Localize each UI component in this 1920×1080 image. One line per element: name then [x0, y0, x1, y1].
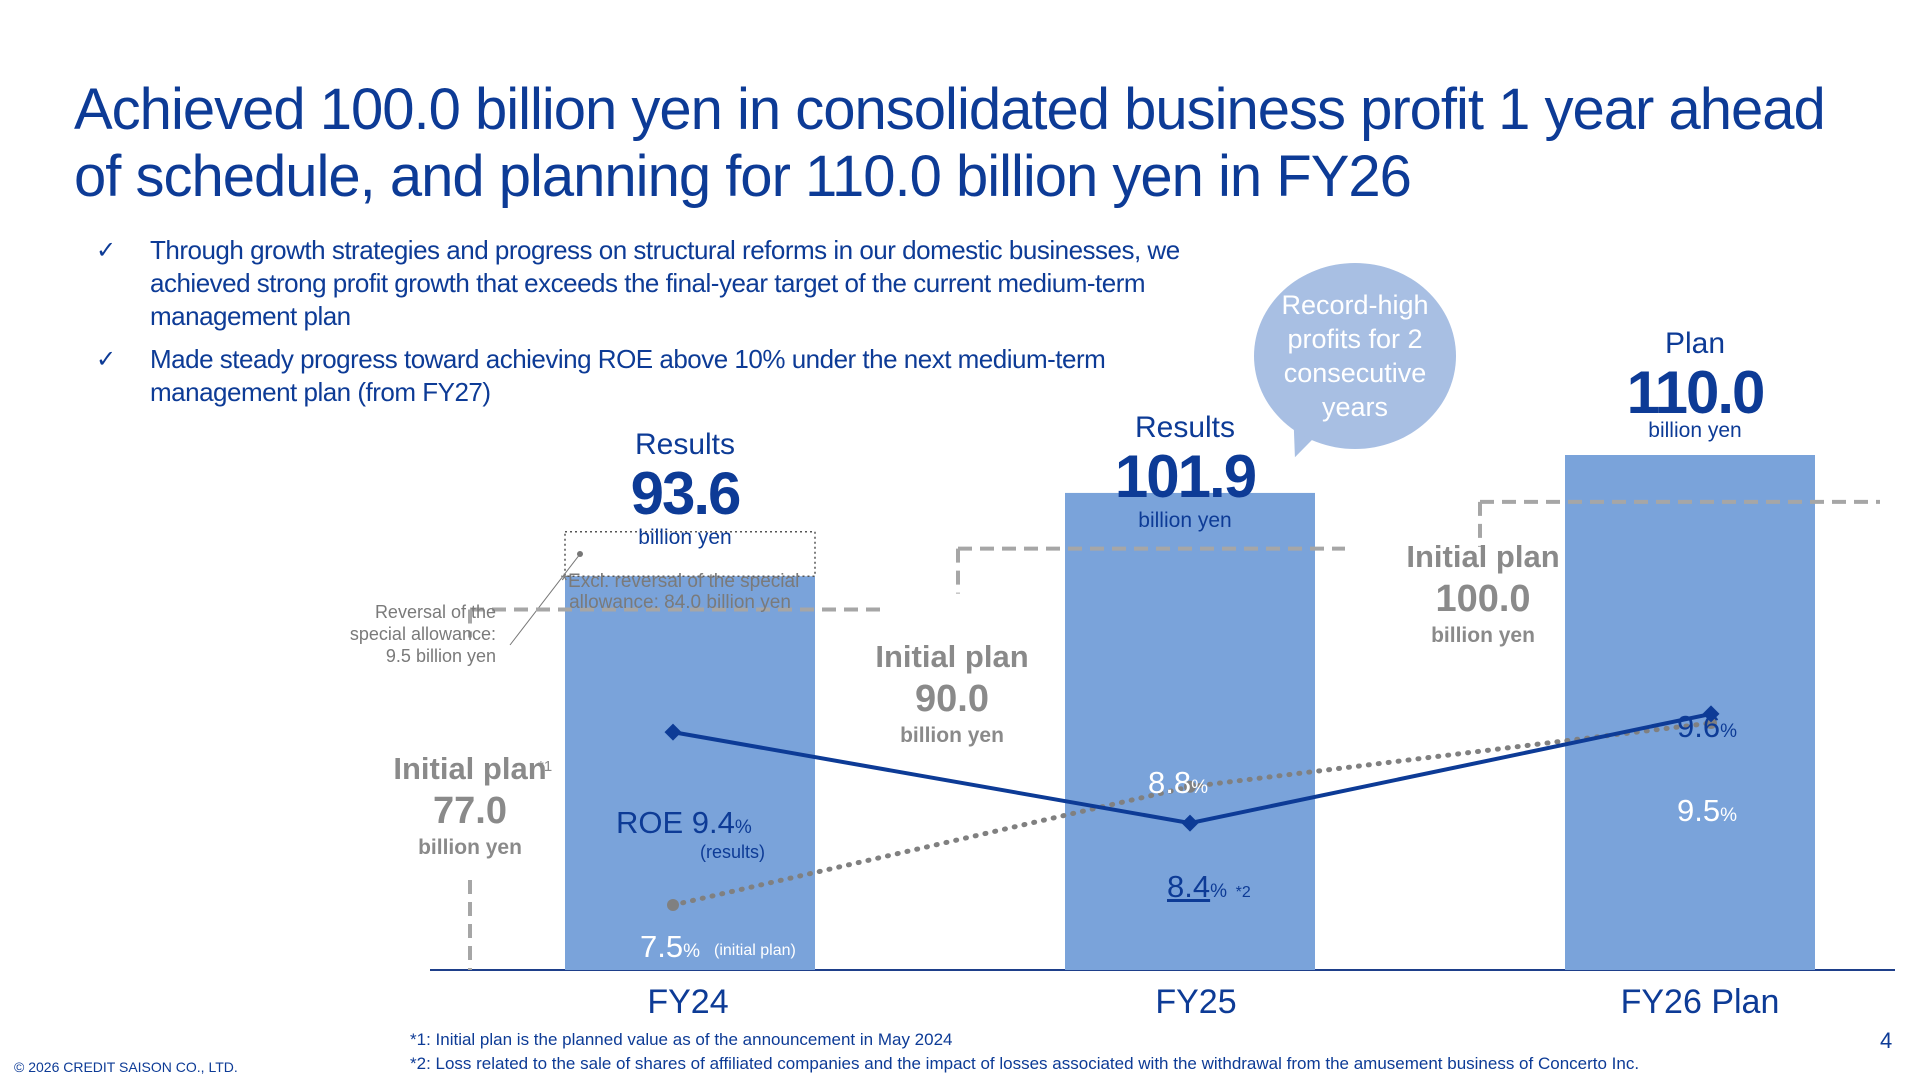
- bar-fy26-plan: [1565, 455, 1815, 970]
- result-value: 101.9: [1114, 443, 1257, 510]
- reversal-note-line: 9.5 billion yen: [385, 646, 496, 666]
- initial-plan-value: 77.0: [433, 790, 507, 832]
- bullet-text: Through growth strategies and progress o…: [150, 235, 1180, 331]
- roe-value: 9.6: [1677, 709, 1721, 744]
- roe-results-point: [1181, 814, 1199, 832]
- bar-fy25: [1065, 492, 1315, 970]
- page-title: Achieved 100.0 billion yen in consolidat…: [74, 77, 1826, 209]
- footnote: *1: Initial plan is the planned value as…: [410, 1030, 953, 1049]
- initial-plan-value: 90.0: [915, 678, 989, 720]
- page-number: 4: [1880, 1028, 1893, 1053]
- roe-label: ROE 9.4: [616, 805, 735, 840]
- bar-fy24: [565, 576, 815, 970]
- fy25-result-label: Results 101.9 billion yen: [1060, 410, 1310, 534]
- bullet-item: ✓ Through growth strategies and progress…: [96, 234, 1216, 333]
- initial-plan-value: 100.0: [1435, 578, 1531, 620]
- roe-value: 7.5: [640, 929, 684, 964]
- result-unit: billion yen: [638, 526, 732, 549]
- roe-fy24-result-label: ROE 9.4%: [616, 806, 752, 845]
- result-unit: billion yen: [1648, 419, 1742, 442]
- roe-value: 8.8: [1148, 765, 1192, 800]
- check-icon: ✓: [96, 237, 116, 264]
- footnote-marker: *2: [1235, 884, 1251, 901]
- pct-sign: %: [734, 817, 752, 838]
- bullet-item: ✓ Made steady progress toward achieving …: [96, 343, 1216, 409]
- result-heading: Plan: [1664, 327, 1726, 360]
- pct-sign: %: [1191, 777, 1209, 798]
- result-heading: Results: [634, 428, 736, 461]
- roe-initial-plan-point: [667, 899, 679, 911]
- results-note: (results): [700, 842, 766, 862]
- x-tick-label: FY26 Plan: [1620, 983, 1780, 1021]
- roe-results-point: [1702, 705, 1720, 723]
- fy25-initial-plan: Initial plan 90.0 billion yen: [832, 637, 1072, 751]
- reversal-note: Reversal of the special allowance: 9.5 b…: [300, 601, 496, 667]
- roe-value: 9.5: [1677, 793, 1721, 828]
- fy24-result-label: Results 93.6 billion yen: [560, 427, 810, 551]
- x-tick-label: FY25: [1155, 983, 1237, 1021]
- result-value: 110.0: [1626, 359, 1766, 426]
- roe-fy26-result-label: 9.6%: [1677, 710, 1737, 749]
- initial-plan-label: Initial plan: [393, 751, 547, 786]
- bubble-text: Record-high profits for 2 consecutive ye…: [1281, 290, 1429, 422]
- roe-fy24-plan-label: 7.5%: [640, 930, 700, 969]
- fy26-plan-label: Plan 110.0 billion yen: [1570, 326, 1820, 444]
- special-allowance-box: [564, 531, 816, 578]
- initial-plan-unit: billion yen: [900, 724, 1004, 747]
- roe-fy25-plan-label: 8.8%: [1148, 766, 1208, 805]
- result-value: 93.6: [630, 460, 742, 527]
- result-heading: Results: [1134, 411, 1236, 444]
- initial-plan-unit: billion yen: [418, 836, 522, 859]
- roe-initial-plan-point: [1705, 717, 1717, 729]
- excl-note: *Excl. reversal of the special allowance…: [540, 571, 820, 613]
- reversal-note-line: Reversal of the: [374, 602, 496, 622]
- pct-sign: %: [683, 941, 701, 962]
- roe-initial-plan-point: [1184, 780, 1196, 793]
- footnote: *2: Loss related to the sale of shares o…: [410, 1054, 1640, 1073]
- excl-note-line: allowance: 84.0 billion yen: [569, 592, 791, 613]
- roe-results-point: [664, 723, 682, 741]
- roe-fy25-result-label: 8.4% *2: [1167, 870, 1251, 910]
- check-icon: ✓: [96, 346, 116, 373]
- reversal-leader-line: [509, 553, 581, 646]
- reversal-leader-dot: [577, 551, 583, 558]
- footnotes: *1: Initial plan is the planned value as…: [410, 1028, 1639, 1076]
- fy24-initial-plan: Initial plan 77.0 billion yen: [350, 749, 590, 863]
- initial-plan-unit: billion yen: [1431, 624, 1535, 647]
- bullet-text: Made steady progress toward achieving RO…: [150, 344, 1106, 407]
- bullet-list: ✓ Through growth strategies and progress…: [96, 234, 1216, 419]
- roe-value: 8.4: [1167, 869, 1211, 904]
- x-tick-label: FY24: [647, 983, 729, 1021]
- initial-plan-label: Initial plan: [1406, 539, 1560, 574]
- reversal-note-line: special allowance:: [349, 624, 496, 644]
- copyright: © 2026 CREDIT SAISON CO., LTD.: [14, 1059, 238, 1075]
- pct-sign: %: [1720, 721, 1738, 742]
- initial-plan-label: Initial plan: [875, 639, 1029, 674]
- pct-sign: %: [1210, 881, 1228, 902]
- footnote-marker: *1: [538, 758, 553, 775]
- fy26-initial-plan: Initial plan 100.0 billion yen: [1363, 537, 1603, 651]
- result-unit: billion yen: [1138, 509, 1232, 532]
- excl-note-line: *Excl. reversal of the special: [560, 571, 800, 592]
- speech-bubble: Record-high profits for 2 consecutive ye…: [1254, 263, 1456, 449]
- initial-plan-note: (initial plan): [714, 942, 796, 959]
- pct-sign: %: [1720, 805, 1738, 826]
- roe-fy26-plan-label: 9.5%: [1677, 794, 1737, 833]
